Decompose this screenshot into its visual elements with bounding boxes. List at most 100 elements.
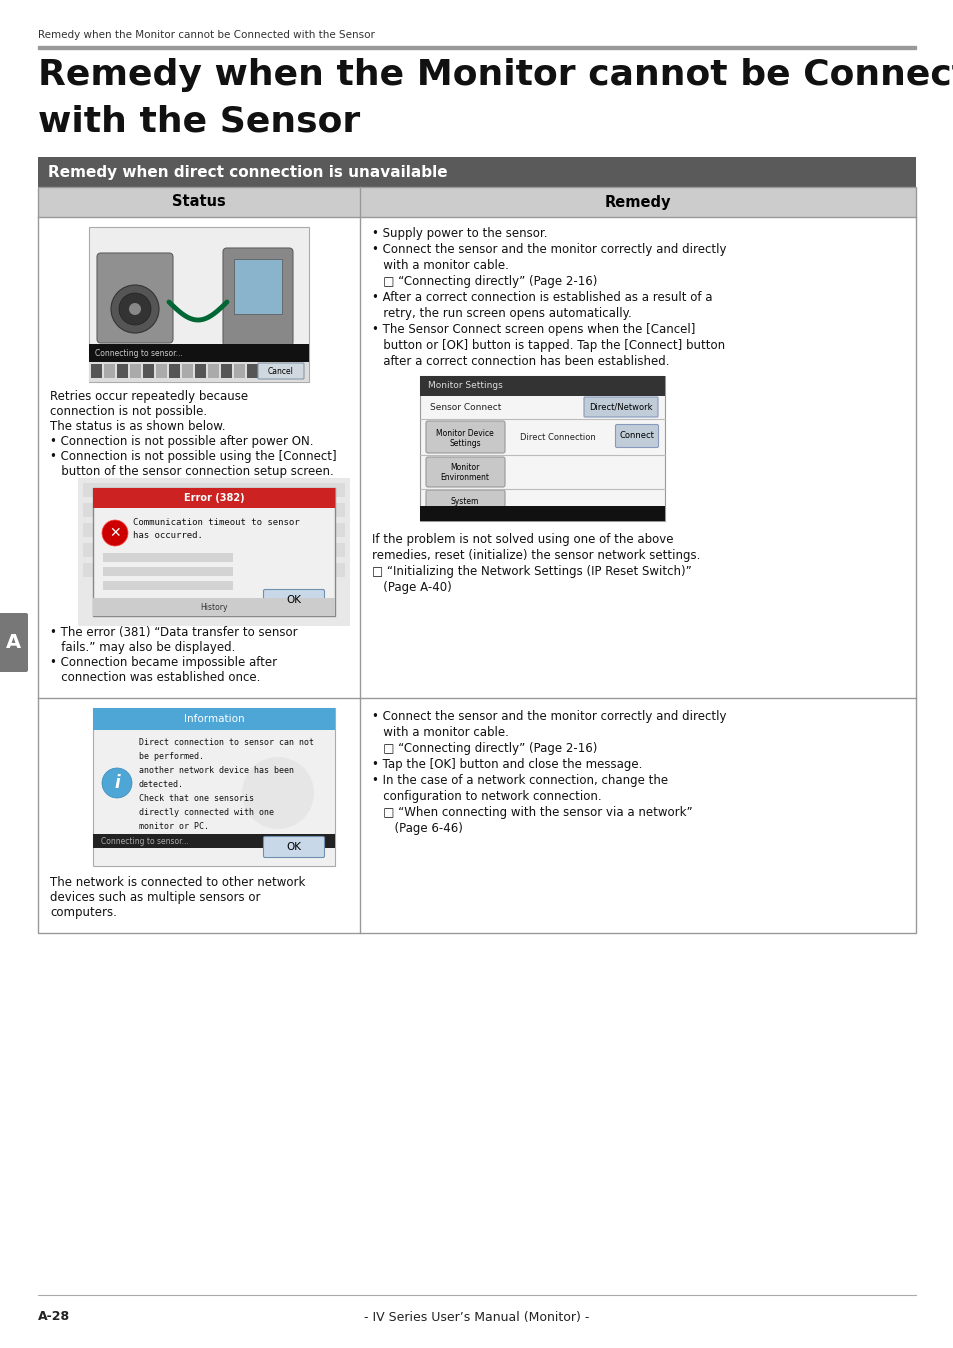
Bar <box>83 563 345 577</box>
Text: • In the case of a network connection, change the: • In the case of a network connection, c… <box>372 774 667 787</box>
Text: ✕: ✕ <box>109 526 121 541</box>
Bar <box>38 156 915 187</box>
Bar <box>38 187 915 933</box>
Text: • Connection is not possible after power ON.: • Connection is not possible after power… <box>50 435 314 448</box>
Text: Connect: Connect <box>618 431 654 441</box>
Text: computers.: computers. <box>50 906 117 919</box>
Text: Remedy when the Monitor cannot be Connected with the Sensor: Remedy when the Monitor cannot be Connec… <box>38 30 375 40</box>
FancyBboxPatch shape <box>263 589 324 611</box>
Text: □ “Connecting directly” (Page 2-16): □ “Connecting directly” (Page 2-16) <box>372 741 597 755</box>
FancyBboxPatch shape <box>426 457 504 487</box>
FancyBboxPatch shape <box>97 253 172 342</box>
Bar <box>83 543 345 557</box>
Text: be performed.: be performed. <box>139 752 204 762</box>
FancyBboxPatch shape <box>426 491 504 512</box>
Bar <box>92 834 335 848</box>
Text: □ “Initializing the Network Settings (IP Reset Switch)”: □ “Initializing the Network Settings (IP… <box>372 565 691 578</box>
Text: has occurred.: has occurred. <box>132 531 203 541</box>
Text: • Tap the [OK] button and close the message.: • Tap the [OK] button and close the mess… <box>372 758 641 771</box>
Bar <box>156 364 167 377</box>
Bar <box>103 568 233 576</box>
Text: • Connection became impossible after: • Connection became impossible after <box>50 656 276 669</box>
Text: The status is as shown below.: The status is as shown below. <box>50 421 225 433</box>
Bar <box>260 364 271 377</box>
Bar <box>233 259 282 314</box>
FancyBboxPatch shape <box>263 837 324 857</box>
Text: detected.: detected. <box>139 780 184 789</box>
Text: fails.” may also be displayed.: fails.” may also be displayed. <box>50 642 235 654</box>
Bar <box>38 187 359 217</box>
Text: - IV Series User’s Manual (Monitor) -: - IV Series User’s Manual (Monitor) - <box>364 1310 589 1324</box>
Text: A: A <box>6 634 21 652</box>
Text: with a monitor cable.: with a monitor cable. <box>372 727 508 739</box>
Text: Check that one sensoris: Check that one sensoris <box>139 794 253 803</box>
FancyBboxPatch shape <box>426 421 504 453</box>
Text: Cancel: Cancel <box>268 367 294 376</box>
Text: Direct connection to sensor can not: Direct connection to sensor can not <box>139 737 314 747</box>
Text: Environment: Environment <box>440 473 489 483</box>
Text: with a monitor cable.: with a monitor cable. <box>372 259 508 272</box>
Bar <box>83 483 345 497</box>
Text: • The error (381) “Data transfer to sensor: • The error (381) “Data transfer to sens… <box>50 625 297 639</box>
Bar <box>359 187 915 217</box>
Circle shape <box>119 293 151 325</box>
Text: directly connected with one: directly connected with one <box>139 807 274 817</box>
FancyBboxPatch shape <box>0 613 28 673</box>
Text: Sensor Connect: Sensor Connect <box>430 403 501 412</box>
Circle shape <box>102 768 132 798</box>
Text: Direct/Network: Direct/Network <box>589 403 652 411</box>
Text: OK: OK <box>286 842 301 852</box>
Text: Monitor Settings: Monitor Settings <box>428 381 502 391</box>
Text: • Connect the sensor and the monitor correctly and directly: • Connect the sensor and the monitor cor… <box>372 710 726 723</box>
Text: OK: OK <box>286 594 301 605</box>
Bar <box>38 46 915 49</box>
Text: The network is connected to other network: The network is connected to other networ… <box>50 876 305 888</box>
Bar <box>92 599 335 616</box>
Bar <box>92 488 335 616</box>
Text: devices such as multiple sensors or: devices such as multiple sensors or <box>50 891 260 905</box>
Text: • After a correct connection is established as a result of a: • After a correct connection is establis… <box>372 291 712 305</box>
Text: • The Sensor Connect screen opens when the [Cancel]: • The Sensor Connect screen opens when t… <box>372 324 695 336</box>
Bar <box>117 364 128 377</box>
Text: Remedy when direct connection is unavailable: Remedy when direct connection is unavail… <box>48 164 447 179</box>
Circle shape <box>111 284 159 333</box>
Text: Monitor Device: Monitor Device <box>436 429 494 438</box>
Text: Retries occur repeatedly because: Retries occur repeatedly because <box>50 390 248 403</box>
Text: History: History <box>200 603 228 612</box>
Bar <box>419 376 664 520</box>
Text: retry, the run screen opens automatically.: retry, the run screen opens automaticall… <box>372 307 631 319</box>
Bar <box>103 553 233 562</box>
Bar <box>104 364 115 377</box>
Bar <box>419 506 664 520</box>
Text: Connecting to sensor...: Connecting to sensor... <box>101 837 189 845</box>
Bar <box>208 364 219 377</box>
Circle shape <box>242 758 314 829</box>
Bar <box>91 364 102 377</box>
Bar <box>92 708 335 731</box>
Bar <box>143 364 153 377</box>
Text: monitor or PC.: monitor or PC. <box>139 822 209 830</box>
Bar <box>92 708 335 865</box>
Text: Direct Connection: Direct Connection <box>519 434 595 442</box>
Bar <box>194 364 206 377</box>
Text: (Page A-40): (Page A-40) <box>372 581 452 594</box>
Text: Status: Status <box>172 194 226 209</box>
Text: Remedy: Remedy <box>604 194 671 209</box>
Text: Settings: Settings <box>449 439 480 449</box>
Circle shape <box>129 303 141 315</box>
Text: Error (382): Error (382) <box>184 493 244 503</box>
Text: Remedy when the Monitor cannot be Connected: Remedy when the Monitor cannot be Connec… <box>38 58 953 92</box>
Bar <box>89 226 309 381</box>
Text: connection is not possible.: connection is not possible. <box>50 404 207 418</box>
Text: configuration to network connection.: configuration to network connection. <box>372 790 601 803</box>
Text: • Supply power to the sensor.: • Supply power to the sensor. <box>372 226 547 240</box>
Bar <box>247 364 257 377</box>
Bar <box>89 344 309 363</box>
Bar <box>83 523 345 537</box>
Bar <box>83 503 345 518</box>
Text: after a correct connection has been established.: after a correct connection has been esta… <box>372 355 669 368</box>
Text: button or [OK] button is tapped. Tap the [Connect] button: button or [OK] button is tapped. Tap the… <box>372 338 724 352</box>
Bar <box>221 364 232 377</box>
Text: with the Sensor: with the Sensor <box>38 104 360 137</box>
Text: i: i <box>114 774 120 793</box>
